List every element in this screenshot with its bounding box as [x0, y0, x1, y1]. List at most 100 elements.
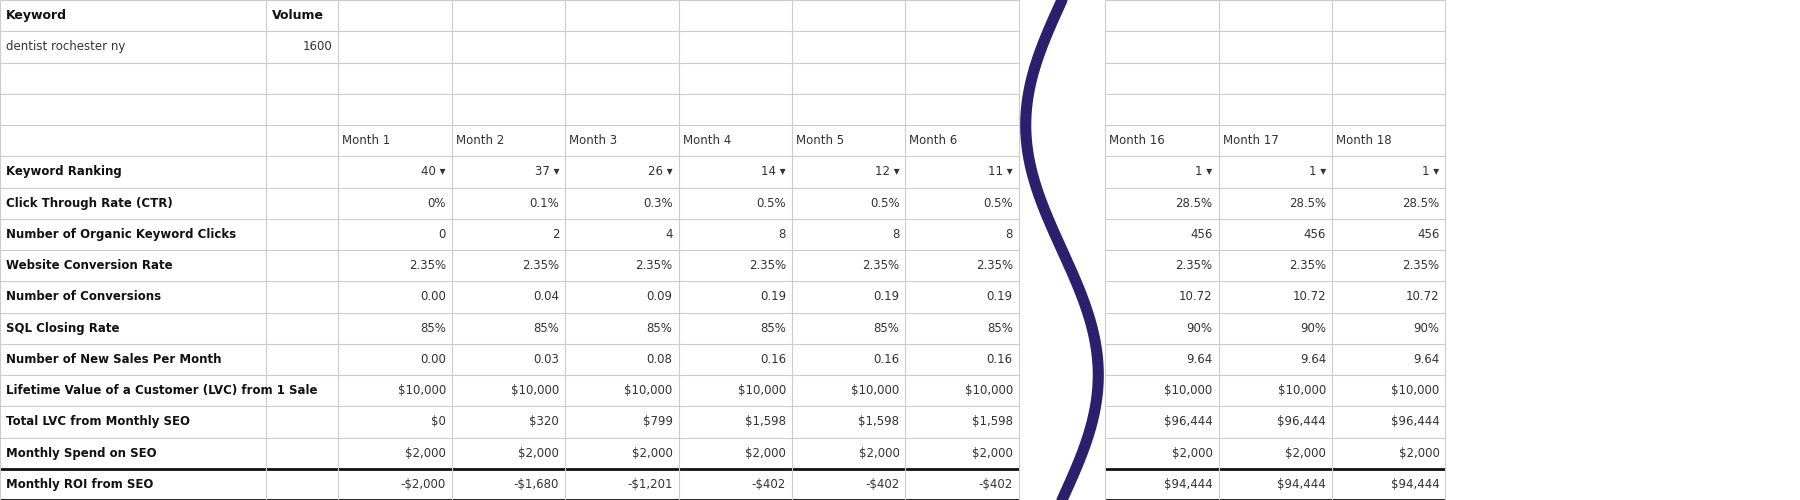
Text: -$1,201: -$1,201 — [626, 478, 673, 491]
Text: 26 ▾: 26 ▾ — [648, 166, 673, 178]
Text: 0.16: 0.16 — [760, 353, 787, 366]
Text: Website Conversion Rate: Website Conversion Rate — [5, 259, 173, 272]
Text: dentist rochester ny: dentist rochester ny — [5, 40, 126, 54]
Text: 2.35%: 2.35% — [749, 259, 787, 272]
Text: 8: 8 — [779, 228, 787, 241]
Text: 28.5%: 28.5% — [1175, 196, 1213, 209]
Text: $10,000: $10,000 — [851, 384, 900, 397]
Text: 0.03: 0.03 — [533, 353, 560, 366]
Text: 10.72: 10.72 — [1179, 290, 1213, 304]
Text: Month 5: Month 5 — [796, 134, 844, 147]
Text: $2,000: $2,000 — [632, 446, 673, 460]
Text: Total LVC from Monthly SEO: Total LVC from Monthly SEO — [5, 416, 191, 428]
Text: $2,000: $2,000 — [745, 446, 787, 460]
Text: -$402: -$402 — [979, 478, 1013, 491]
Text: Month 16: Month 16 — [1109, 134, 1165, 147]
Text: 85%: 85% — [873, 322, 900, 334]
Text: 0.3%: 0.3% — [643, 196, 673, 209]
Text: Month 4: Month 4 — [682, 134, 731, 147]
Text: 0.00: 0.00 — [419, 353, 446, 366]
Text: 85%: 85% — [986, 322, 1013, 334]
Text: Volume: Volume — [272, 9, 324, 22]
Text: $94,444: $94,444 — [1165, 478, 1213, 491]
Text: Number of New Sales Per Month: Number of New Sales Per Month — [5, 353, 221, 366]
Text: Month 3: Month 3 — [569, 134, 617, 147]
Text: 0.19: 0.19 — [873, 290, 900, 304]
Text: $2,000: $2,000 — [405, 446, 446, 460]
Text: $799: $799 — [643, 416, 673, 428]
Text: 10.72: 10.72 — [1406, 290, 1440, 304]
Text: SQL Closing Rate: SQL Closing Rate — [5, 322, 119, 334]
Text: 9.64: 9.64 — [1300, 353, 1327, 366]
Text: Click Through Rate (CTR): Click Through Rate (CTR) — [5, 196, 173, 209]
Text: 0.04: 0.04 — [533, 290, 560, 304]
Text: $96,444: $96,444 — [1278, 416, 1327, 428]
Text: 0.5%: 0.5% — [869, 196, 900, 209]
Text: 0.19: 0.19 — [986, 290, 1013, 304]
Text: $10,000: $10,000 — [1278, 384, 1327, 397]
Text: $1,598: $1,598 — [745, 416, 787, 428]
Text: 2.35%: 2.35% — [409, 259, 446, 272]
Text: Monthly ROI from SEO: Monthly ROI from SEO — [5, 478, 153, 491]
Text: $10,000: $10,000 — [1165, 384, 1213, 397]
Text: 1 ▾: 1 ▾ — [1422, 166, 1440, 178]
Text: $10,000: $10,000 — [1391, 384, 1440, 397]
Text: 9.64: 9.64 — [1413, 353, 1440, 366]
Text: $2,000: $2,000 — [859, 446, 900, 460]
Text: 85%: 85% — [646, 322, 673, 334]
Text: 9.64: 9.64 — [1186, 353, 1213, 366]
Text: 2.35%: 2.35% — [1289, 259, 1327, 272]
Text: 85%: 85% — [760, 322, 787, 334]
Text: -$402: -$402 — [752, 478, 787, 491]
Text: 456: 456 — [1417, 228, 1440, 241]
Text: 2.35%: 2.35% — [1175, 259, 1213, 272]
Text: 0%: 0% — [427, 196, 446, 209]
Text: 0.5%: 0.5% — [756, 196, 787, 209]
Text: -$2,000: -$2,000 — [401, 478, 446, 491]
Text: 2.35%: 2.35% — [522, 259, 560, 272]
Text: $94,444: $94,444 — [1278, 478, 1327, 491]
Text: 4: 4 — [666, 228, 673, 241]
Text: 14 ▾: 14 ▾ — [761, 166, 787, 178]
Text: Keyword Ranking: Keyword Ranking — [5, 166, 122, 178]
Text: 8: 8 — [1006, 228, 1013, 241]
Text: 456: 456 — [1303, 228, 1327, 241]
Text: Keyword: Keyword — [5, 9, 67, 22]
Text: 0.1%: 0.1% — [529, 196, 560, 209]
Text: 40 ▾: 40 ▾ — [421, 166, 446, 178]
Text: 0.16: 0.16 — [873, 353, 900, 366]
Text: 90%: 90% — [1186, 322, 1213, 334]
Text: Month 17: Month 17 — [1222, 134, 1278, 147]
Text: 2.35%: 2.35% — [976, 259, 1013, 272]
Text: Month 1: Month 1 — [342, 134, 391, 147]
Text: 2.35%: 2.35% — [862, 259, 900, 272]
Text: 0.00: 0.00 — [419, 290, 446, 304]
Text: $10,000: $10,000 — [398, 384, 446, 397]
Text: $96,444: $96,444 — [1391, 416, 1440, 428]
Text: $10,000: $10,000 — [625, 384, 673, 397]
Text: 1 ▾: 1 ▾ — [1309, 166, 1327, 178]
Text: $2,000: $2,000 — [1285, 446, 1327, 460]
Text: 8: 8 — [893, 228, 900, 241]
Text: -$402: -$402 — [866, 478, 900, 491]
Text: $94,444: $94,444 — [1391, 478, 1440, 491]
Text: 37 ▾: 37 ▾ — [535, 166, 560, 178]
Text: $2,000: $2,000 — [1399, 446, 1440, 460]
Text: Month 6: Month 6 — [909, 134, 958, 147]
Text: $2,000: $2,000 — [518, 446, 560, 460]
Text: $1,598: $1,598 — [972, 416, 1013, 428]
Text: 11 ▾: 11 ▾ — [988, 166, 1013, 178]
Text: 2.35%: 2.35% — [635, 259, 673, 272]
Text: $0: $0 — [430, 416, 446, 428]
Text: Number of Conversions: Number of Conversions — [5, 290, 162, 304]
Text: Monthly Spend on SEO: Monthly Spend on SEO — [5, 446, 157, 460]
Text: 0: 0 — [439, 228, 446, 241]
Text: 2: 2 — [551, 228, 560, 241]
Text: 1 ▾: 1 ▾ — [1195, 166, 1213, 178]
Text: Month 2: Month 2 — [455, 134, 504, 147]
Text: 90%: 90% — [1300, 322, 1327, 334]
Text: $320: $320 — [529, 416, 560, 428]
Text: Number of Organic Keyword Clicks: Number of Organic Keyword Clicks — [5, 228, 236, 241]
Text: $96,444: $96,444 — [1165, 416, 1213, 428]
Text: 85%: 85% — [419, 322, 446, 334]
